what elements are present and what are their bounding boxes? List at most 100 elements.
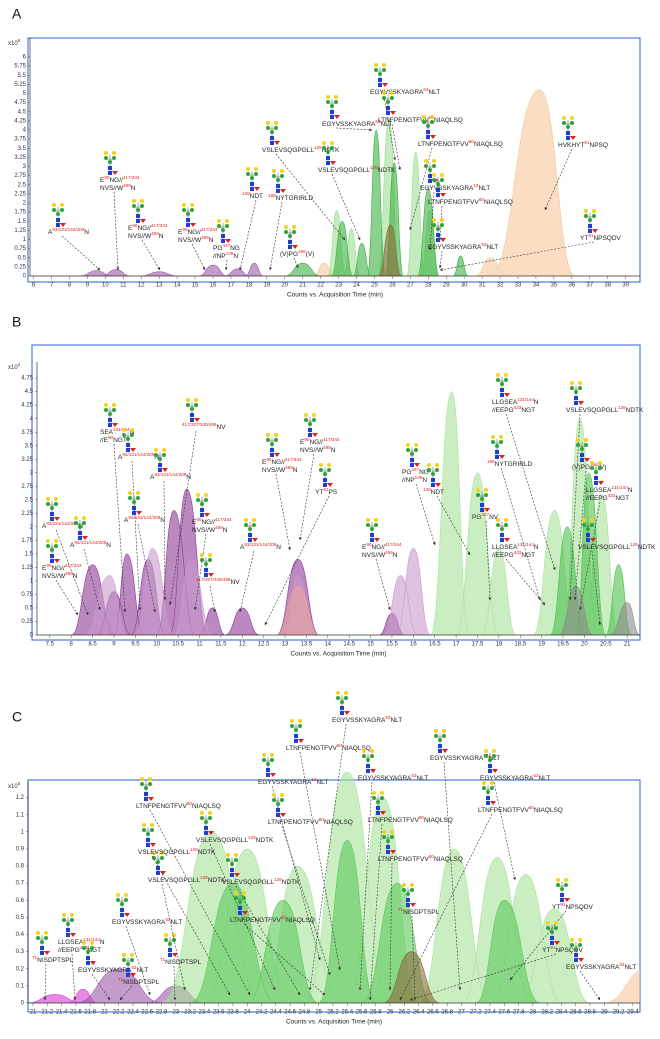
- x-tick-label: 36: [568, 283, 575, 289]
- annotation-text: NDTK: [282, 879, 300, 886]
- glycan-galactose: [52, 203, 56, 207]
- annotation-label: SEA131/144N: [100, 427, 135, 436]
- annotation-text: N: [223, 527, 228, 534]
- glycan-galactose: [382, 830, 386, 834]
- annotation-site: 499: [215, 525, 223, 530]
- glycan-fucose: [252, 538, 258, 542]
- y-tick-label: 4.25: [21, 403, 33, 409]
- annotation-site: 433: [514, 550, 522, 555]
- glycan-galactose: [190, 203, 194, 207]
- glycan-glcnac: [574, 953, 578, 957]
- annotation-arrow: [568, 413, 581, 601]
- glycan-galactose: [576, 438, 580, 442]
- glycan-glcnac: [276, 808, 280, 812]
- annotation-text: NIAQLSQ: [424, 817, 453, 824]
- glycan-galactose: [422, 115, 426, 119]
- x-tick-label: 12: [239, 642, 246, 648]
- glycan-mannose: [323, 472, 327, 476]
- annotation-site: 71: [118, 977, 124, 982]
- x-tick-label: 25.4: [341, 1010, 353, 1016]
- glycan-fucose: [578, 958, 584, 962]
- annotation-site: 90: [108, 435, 114, 440]
- glycan-galactose: [372, 791, 376, 795]
- glycan-mannose: [427, 468, 431, 472]
- glycan-galactose: [570, 938, 574, 942]
- y-tick-label: 5.5: [18, 73, 27, 79]
- glycan-galactose: [242, 891, 246, 895]
- glycan-fucose: [60, 223, 66, 227]
- x-tick-label: 22.2: [113, 1010, 125, 1016]
- glycan-mannose: [130, 433, 134, 437]
- annotation-text: NVS//W: [100, 185, 124, 192]
- annotation-arrow: [579, 501, 601, 611]
- annotation-site: 499: [201, 235, 209, 240]
- glycan-fucose: [430, 135, 436, 139]
- annotation-label: NVS//W499N: [128, 231, 164, 240]
- glycan-galactose: [292, 225, 296, 229]
- glycan-glcnac: [376, 806, 380, 810]
- x-tick-label: 24.8: [299, 1010, 311, 1016]
- glycan-glcnac: [386, 111, 390, 115]
- annotation-text: NDTK: [322, 147, 340, 154]
- annotation-label: LTNFPENGTFVV80NIAQLSQ: [230, 915, 315, 924]
- annotation-text: (V)PG: [280, 251, 298, 258]
- glycan-mannose: [288, 234, 292, 238]
- glycan-galactose: [432, 173, 436, 177]
- glycan-galactose: [370, 749, 374, 753]
- glycan-mannose: [200, 816, 204, 820]
- annotation-text: NLT: [428, 89, 440, 96]
- x-tick-label: 24: [353, 283, 360, 289]
- glycan-glcnac: [323, 483, 327, 487]
- glycan-mannose: [499, 440, 503, 444]
- glycan-mannose: [491, 440, 495, 444]
- glycan-glcnac: [40, 946, 44, 950]
- glycan-mannose: [482, 786, 486, 790]
- glycan-mannose: [280, 174, 284, 178]
- annotation-site: 53: [619, 962, 625, 967]
- annotation-text: N: [131, 185, 136, 192]
- annotation-arrow: [436, 495, 471, 556]
- y-tick-label: 1.75: [14, 210, 26, 216]
- glycan-mannose: [196, 498, 200, 502]
- glycan-mannose: [334, 100, 338, 104]
- glycan-mannose: [124, 898, 128, 902]
- annotation-text: N: [209, 237, 214, 244]
- annotation-text: //EEPG: [586, 495, 608, 502]
- glycan-fucose: [504, 393, 510, 397]
- annotation-site: 427: [222, 243, 230, 248]
- glycan-mannose: [370, 527, 374, 531]
- annotation-text: NLT: [390, 717, 402, 724]
- glycan-mannose: [406, 448, 410, 452]
- x-tick-label: 23.4: [199, 1010, 211, 1016]
- annotation-label: LTNFPENGTFVV80NIAQLSQ: [418, 139, 503, 148]
- glycan-glcnac: [574, 958, 578, 962]
- glycan-glcnac: [574, 401, 578, 405]
- x-tick-label: 26.6: [427, 1010, 439, 1016]
- annotation-site: 131/144: [517, 397, 534, 402]
- y-tick-label: 0.3: [16, 949, 25, 955]
- annotation-text: NGT: [521, 407, 535, 414]
- annotation-text: E: [362, 544, 367, 551]
- x-tick-label: 21: [30, 1010, 37, 1016]
- glycan-fucose: [298, 739, 304, 743]
- annotation-label: //NP139N: [213, 251, 238, 260]
- glycan-mannose: [438, 738, 442, 742]
- glycan-galactose: [116, 893, 120, 897]
- annotation-text: LTNFPENGTFVV: [136, 803, 187, 810]
- glycan-galactose: [217, 219, 221, 223]
- glycan-fucose: [148, 797, 154, 801]
- glycan-mannose: [500, 527, 504, 531]
- glycan-galactose: [440, 218, 444, 222]
- annotation-arrow: [505, 558, 546, 606]
- glycan-fucose: [234, 873, 240, 877]
- annotation-label: LTNFPENGTFVV80NIAQLSQ: [428, 197, 513, 206]
- annotation-text: PG: [472, 514, 481, 521]
- x-tick-label: 12: [138, 283, 145, 289]
- annotation-text: A: [48, 229, 53, 236]
- annotation-text: NIAQLSQ: [484, 199, 513, 206]
- glycan-glcnac: [308, 433, 312, 437]
- glycan-galactose: [432, 159, 436, 163]
- y-tick-label: 4.5: [25, 389, 34, 395]
- x-tick-label: 23: [335, 283, 342, 289]
- x-tick-label: 28: [425, 283, 432, 289]
